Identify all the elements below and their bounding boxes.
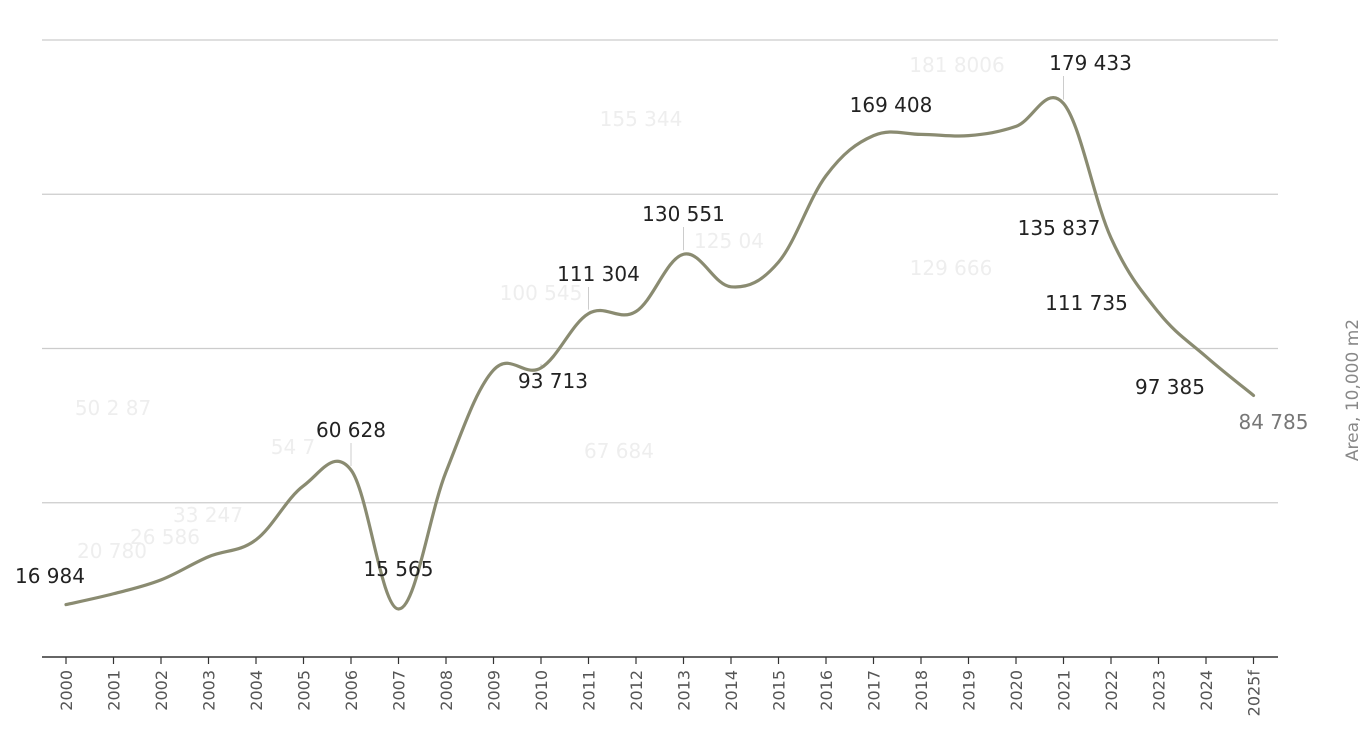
x-tick-label: 2001: [105, 670, 124, 711]
x-tick-label: 2023: [1150, 670, 1169, 711]
ghost-label: 129 666: [910, 256, 993, 280]
ghost-label: 33 247: [173, 503, 243, 527]
ghost-label: 67 684: [584, 439, 654, 463]
x-tick-label: 2008: [437, 670, 456, 711]
x-tick-label: 2000: [57, 670, 76, 711]
x-tick-label: 2009: [485, 670, 504, 711]
x-tick-label: 2007: [390, 670, 409, 711]
ghost-label: 26 586: [130, 525, 200, 549]
x-tick-label: 2022: [1102, 670, 1121, 711]
x-tick-label: 2002: [152, 670, 171, 711]
x-axis-tick-labels: 2000 2001 2002 2003 2004 2005 2006 2007 2008 2009…: [57, 670, 1264, 717]
y-axis-title: Area, 10,000 m2: [1343, 319, 1363, 461]
x-tick-label: 2017: [865, 670, 884, 711]
series-line: [64, 95, 1256, 611]
data-label: 111 304: [557, 262, 640, 286]
x-tick-label: 2024: [1197, 670, 1216, 711]
data-label: 60 628: [316, 418, 386, 442]
ghost-label: 20 780: [77, 539, 147, 563]
label-leader-lines: [350, 76, 1064, 466]
x-tick-label: 2021: [1055, 670, 1074, 711]
data-label: 84 785: [1239, 410, 1309, 434]
x-tick-label: 2011: [580, 670, 599, 711]
x-tick-label: 2006: [342, 670, 361, 711]
data-label: 15 565: [364, 557, 434, 581]
x-tick-label: 2020: [1007, 670, 1026, 711]
ghost-label: 155 344: [600, 107, 683, 131]
data-label: 135 837: [1018, 216, 1101, 240]
x-tick-label: 2025f: [1245, 670, 1264, 717]
x-tick-label: 2014: [722, 670, 741, 711]
data-label: 169 408: [850, 93, 933, 117]
data-label: 97 385: [1135, 375, 1205, 399]
x-tick-label: 2015: [770, 670, 789, 711]
x-axis-ticks: [65, 657, 1255, 664]
gridlines: [42, 39, 1278, 504]
data-label: 16 984: [15, 564, 85, 588]
ghost-label: 181 8006: [909, 53, 1004, 77]
x-tick-label: 2004: [247, 670, 266, 711]
data-labels: 16 984 60 628 15 565 93 713 111 304 130 551 16…: [15, 51, 1308, 588]
data-label: 93 713: [518, 369, 588, 393]
x-tick-label: 2005: [295, 670, 314, 711]
x-tick-label: 2012: [627, 670, 646, 711]
x-tick-label: 2013: [675, 670, 694, 711]
data-label: 130 551: [642, 202, 725, 226]
ghost-label: 54 7: [271, 435, 316, 459]
data-label: 179 433: [1049, 51, 1132, 75]
x-tick-label: 2019: [960, 670, 979, 711]
x-tick-label: 2016: [817, 670, 836, 711]
data-label: 111 735: [1045, 291, 1128, 315]
x-tick-label: 2003: [200, 670, 219, 711]
ghost-label: 125 04: [694, 229, 764, 253]
ghost-label: 100 545: [500, 281, 583, 305]
x-tick-label: 2010: [532, 670, 551, 711]
x-tick-label: 2018: [912, 670, 931, 711]
ghost-label: 50 2 87: [75, 396, 151, 420]
